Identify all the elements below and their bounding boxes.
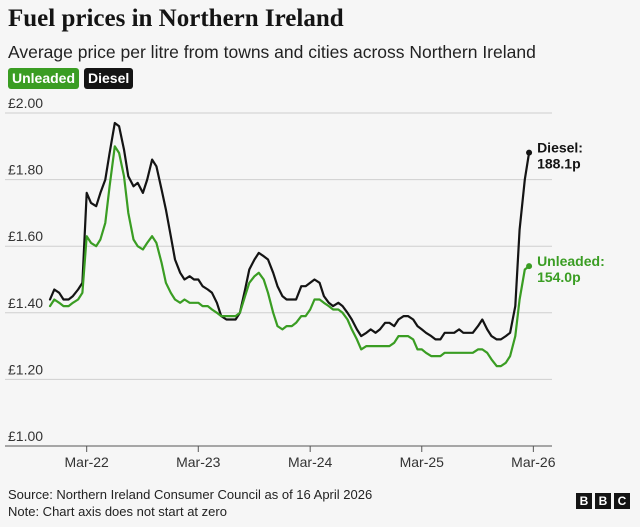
y-tick-label: £2.00 [8, 95, 43, 111]
chart-title: Fuel prices in Northern Ireland [8, 5, 344, 32]
x-tick-label: Mar-25 [400, 454, 445, 470]
legend-item-unleaded: Unleaded [8, 68, 80, 89]
series-end-label-diesel: Diesel: [537, 140, 583, 156]
series-line-unleaded [48, 145, 531, 368]
series-line-diesel [48, 121, 531, 341]
x-tick-label: Mar-23 [176, 454, 221, 470]
series-end-label-diesel: 188.1p [537, 156, 581, 172]
x-tick-label: Mar-24 [288, 454, 333, 470]
y-tick-label: £1.20 [8, 361, 43, 377]
logo-block: B [595, 493, 611, 509]
y-tick-label: £1.00 [8, 428, 43, 444]
note-text: Note: Chart axis does not start at zero [8, 504, 227, 519]
y-tick-label: £1.40 [8, 295, 43, 311]
source-text: Source: Northern Ireland Consumer Counci… [8, 487, 373, 502]
legend-item-diesel: Diesel [84, 68, 134, 89]
series-end-point-diesel [526, 149, 533, 156]
line-chart: £1.00 £1.20 £1.40 £1.60 £1.80 £2.00 Mar-22 Mar-… [5, 95, 605, 470]
series-end-label-unleaded: 154.0p [537, 269, 581, 285]
chart-subtitle: Average price per litre from towns and c… [8, 42, 536, 62]
logo-block: B [576, 493, 592, 509]
bbc-logo: B B C [576, 493, 630, 509]
y-tick-label: £1.80 [8, 162, 43, 178]
y-tick-label: £1.60 [8, 228, 43, 244]
series-end-label-unleaded: Unleaded: [537, 253, 605, 269]
series-end-point-unleaded [526, 263, 533, 270]
x-tick-label: Mar-26 [511, 454, 556, 470]
logo-block: C [614, 493, 630, 509]
legend: Unleaded Diesel [8, 68, 134, 89]
x-tick-label: Mar-22 [65, 454, 110, 470]
footer: Source: Northern Ireland Consumer Counci… [8, 486, 372, 520]
